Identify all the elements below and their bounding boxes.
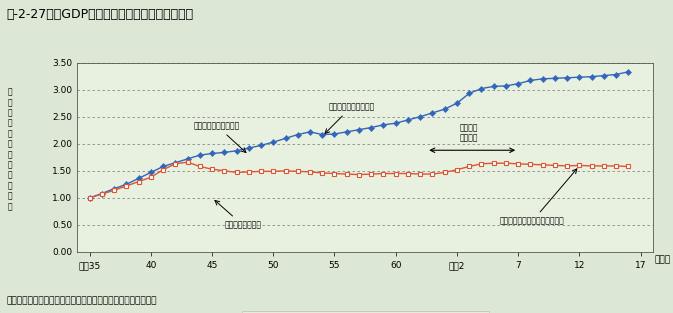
Text: 資料：内閣府による国内総生産などのデータを基に環境省作成: 資料：内閣府による国内総生産などのデータを基に環境省作成 — [7, 296, 157, 305]
Text: 指
数
（
昭
和
４
０
年
度
＝
１
）: 指 数 （ 昭 和 ４ ０ 年 度 ＝ １ ） — [8, 88, 12, 211]
Text: 序-2-27図　GDPと１人当たりごみ排出量の推移: 序-2-27図 GDPと１人当たりごみ排出量の推移 — [7, 8, 194, 21]
Text: 循環型社会形成推進基本法制定: 循環型社会形成推進基本法制定 — [500, 169, 577, 226]
Text: 第２次オイルショック: 第２次オイルショック — [325, 102, 375, 133]
Text: いわゆる
バブル期: いわゆる バブル期 — [460, 123, 479, 143]
Text: 第１次オイルショック: 第１次オイルショック — [194, 121, 246, 152]
Text: （年）: （年） — [654, 255, 670, 264]
Text: 廃棄物処理法制定: 廃棄物処理法制定 — [215, 200, 261, 229]
Legend: 一人当たりGDP, 一人当たりごみ排出量: 一人当たりGDP, 一人当たりごみ排出量 — [242, 311, 489, 313]
